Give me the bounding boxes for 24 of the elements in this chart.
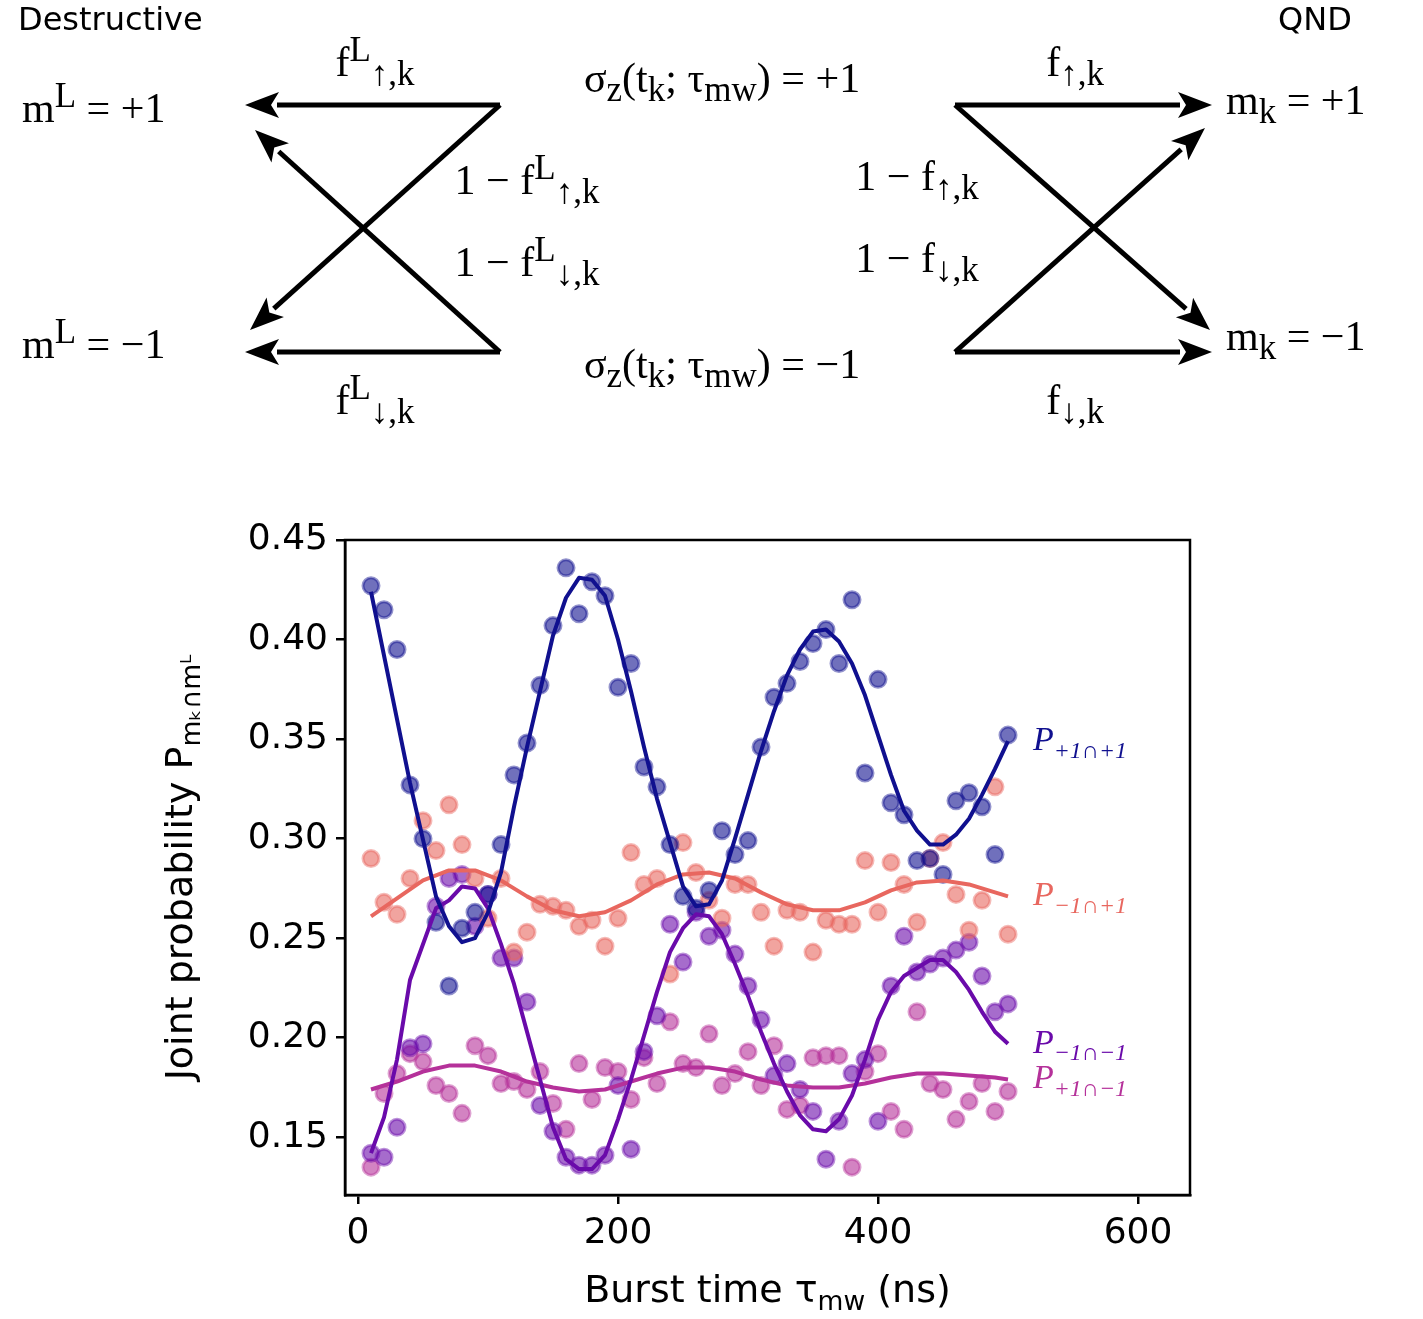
y-tick-label: 0.25 <box>247 914 328 956</box>
y-tick-label: 0.45 <box>247 516 328 558</box>
text: f$_{↑,k}$ <box>1046 38 1104 94</box>
y-tick-label: 0.30 <box>247 814 328 856</box>
text: m$^{L}$ = +1 <box>22 75 166 132</box>
y-tick-label: 0.15 <box>247 1113 328 1155</box>
text: 1 − f$_{↑,k}$ <box>855 152 979 208</box>
text: σ$_{z}$(t$_{k}$; τ$_{mw}$) = +1 <box>583 54 861 110</box>
x-tick-label: 400 <box>843 1209 913 1251</box>
x-tick-label: 0 <box>346 1209 370 1251</box>
text: QND <box>1278 0 1352 39</box>
text: σ$_{z}$(t$_{k}$; τ$_{mw}$) = −1 <box>583 340 861 396</box>
x-tick-label: 600 <box>1103 1209 1173 1251</box>
text: Destructive <box>18 0 203 39</box>
text: 1 − f$_{↓,k}$ <box>855 234 979 290</box>
text: f$_{↓,k}$ <box>1046 376 1104 432</box>
text: m$_{k}$ = +1 <box>1226 76 1366 132</box>
x-tick-label: 200 <box>583 1209 653 1251</box>
y-tick-label: 0.20 <box>247 1014 328 1056</box>
y-axis-title: Joint probability Pmₖ∩mᴸ <box>156 653 207 1083</box>
text: m$_{k}$ = −1 <box>1226 312 1366 368</box>
text: m$^{L}$ = −1 <box>22 311 166 368</box>
y-tick-label: 0.35 <box>247 715 328 757</box>
y-tick-label: 0.40 <box>247 615 328 657</box>
